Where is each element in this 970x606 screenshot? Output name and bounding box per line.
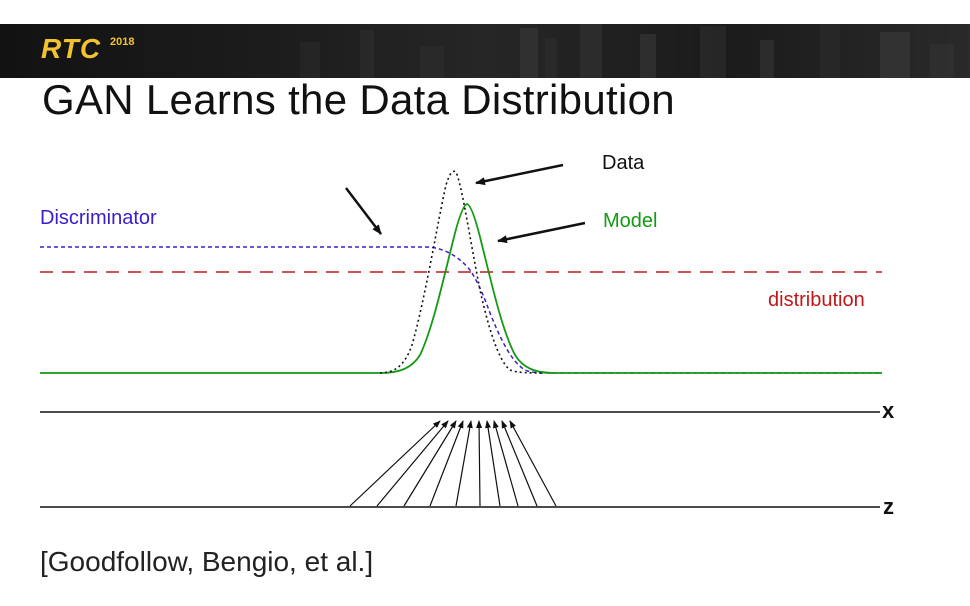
mapping-arrow xyxy=(485,420,501,507)
data-curve xyxy=(379,170,546,374)
city-background-texture xyxy=(300,24,954,78)
citation: [Goodfollow, Bengio, et al.] xyxy=(40,546,374,577)
model-curve xyxy=(40,203,882,374)
model-label: Model xyxy=(603,210,658,232)
mapping-arrow xyxy=(455,420,473,507)
data-pointer-arrow xyxy=(475,163,564,186)
mapping-arrow xyxy=(349,420,441,507)
distribution-label: distribution xyxy=(768,289,865,311)
top-margin xyxy=(0,0,970,24)
mapping-arrow xyxy=(493,420,519,507)
discriminator-curve xyxy=(40,246,882,374)
mapping-arrow xyxy=(476,420,483,507)
x-axis-label: x xyxy=(882,398,895,423)
data-label: Data xyxy=(602,152,645,174)
rtc-logo: RTC xyxy=(41,33,102,64)
mapping-arrow xyxy=(501,420,538,507)
model-pointer-arrow xyxy=(497,221,586,244)
discriminator-pointer-arrow xyxy=(345,187,382,235)
mapping-arrow xyxy=(509,420,557,507)
header-banner: RTC 2018 xyxy=(0,24,970,78)
mapping-arrow xyxy=(376,420,449,507)
slide-title: GAN Learns the Data Distribution xyxy=(42,76,675,123)
mapping-arrow xyxy=(403,420,457,507)
mapping-arrows xyxy=(349,420,557,507)
rtc-logo-year: 2018 xyxy=(110,36,135,48)
discriminator-label: Discriminator xyxy=(40,207,157,229)
z-axis-label: z xyxy=(883,494,894,519)
mapping-arrow xyxy=(429,420,464,507)
